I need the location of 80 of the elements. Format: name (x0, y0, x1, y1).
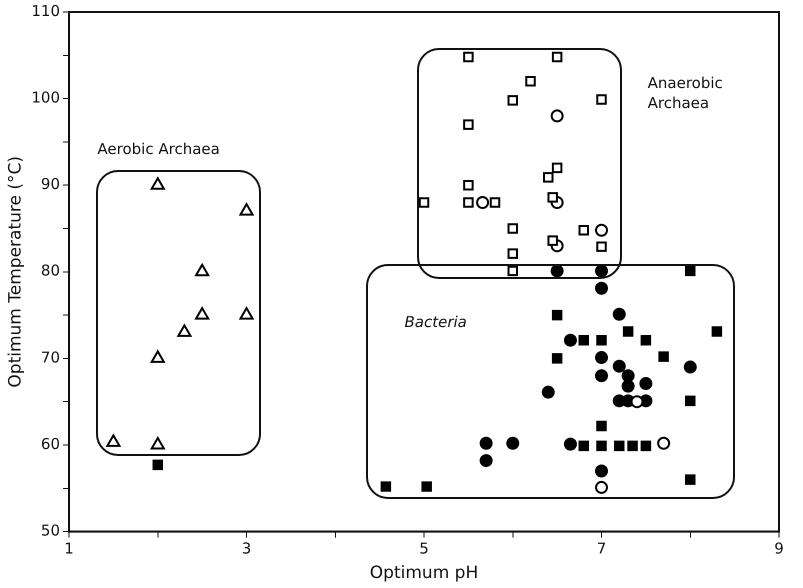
point (622, 380, 635, 393)
point (463, 52, 474, 62)
y-axis-title: Optimum Temperature (°C) (6, 156, 26, 388)
point (418, 197, 430, 208)
point (508, 266, 518, 276)
point (463, 197, 474, 208)
point (508, 223, 518, 234)
point (380, 481, 392, 492)
point (658, 351, 669, 362)
point (421, 481, 432, 492)
point (552, 310, 562, 320)
point (595, 351, 608, 364)
point (525, 76, 536, 87)
point (684, 360, 697, 374)
x-tick-label: 3 (242, 539, 252, 558)
point (463, 119, 474, 130)
x-tick-label: 5 (419, 539, 429, 558)
point (622, 326, 634, 337)
point (550, 264, 564, 278)
point (547, 235, 558, 246)
point (685, 266, 696, 276)
point (552, 353, 562, 364)
point (595, 480, 608, 494)
point (596, 334, 607, 346)
point (578, 334, 589, 346)
point (152, 460, 164, 470)
annotation: Aerobic Archaea (97, 138, 220, 160)
point (578, 440, 589, 452)
y-tick-label: 60 (40, 434, 60, 453)
point (508, 248, 518, 259)
point (685, 396, 696, 406)
point (596, 440, 607, 452)
point (595, 369, 608, 382)
point (552, 162, 562, 174)
point (622, 369, 635, 382)
point (480, 436, 493, 450)
point (614, 440, 624, 452)
point (578, 224, 589, 236)
point (552, 52, 562, 62)
y-tick-label: 70 (40, 348, 60, 366)
point (596, 94, 607, 105)
x-tick-label: 9 (774, 539, 784, 558)
point (685, 474, 696, 485)
point (612, 360, 626, 373)
point (657, 436, 670, 450)
point (630, 395, 644, 408)
point (612, 308, 626, 321)
point (463, 180, 474, 190)
point (506, 436, 520, 450)
x-axis-title: Optimum pH (370, 563, 478, 584)
point (595, 264, 608, 278)
point (712, 326, 722, 337)
point (595, 464, 608, 478)
point (639, 377, 652, 390)
point (596, 420, 607, 432)
point (480, 454, 493, 468)
point (627, 440, 638, 452)
point (543, 172, 554, 183)
point (595, 282, 608, 295)
y-tick-label: 110 (31, 2, 60, 20)
point (476, 196, 490, 210)
y-tick-label: 90 (40, 175, 60, 194)
y-tick-label: 80 (40, 262, 60, 280)
point (490, 197, 500, 208)
point (595, 224, 608, 237)
x-tick-label: 1 (64, 539, 74, 558)
point (640, 440, 652, 452)
annotation: Anaerobic Archaea (648, 73, 724, 114)
point (564, 334, 577, 347)
y-tick-label: 100 (31, 88, 60, 106)
point (547, 192, 558, 203)
point (508, 95, 518, 106)
point (596, 241, 607, 252)
point (564, 438, 577, 451)
annotation: Bacteria (404, 312, 467, 332)
y-tick-label: 50 (40, 521, 60, 540)
point (550, 109, 564, 122)
point (640, 334, 652, 346)
x-tick-label: 7 (596, 539, 606, 558)
point (542, 386, 555, 399)
